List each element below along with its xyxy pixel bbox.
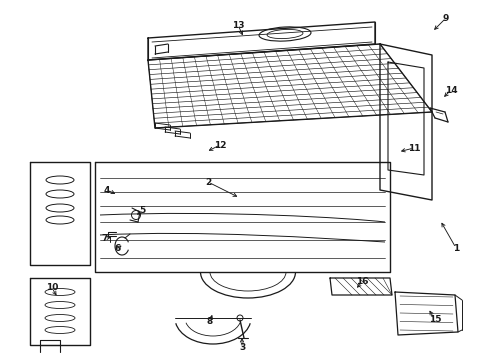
Text: 12: 12 <box>214 140 226 149</box>
Text: 2: 2 <box>205 177 211 186</box>
Text: 7: 7 <box>102 234 108 243</box>
Text: 10: 10 <box>46 284 58 292</box>
Text: 16: 16 <box>356 278 368 287</box>
Text: 4: 4 <box>104 185 110 194</box>
Text: 13: 13 <box>232 21 244 30</box>
Text: 5: 5 <box>139 206 145 215</box>
Text: 9: 9 <box>443 14 449 23</box>
Text: 6: 6 <box>115 243 121 252</box>
Text: 3: 3 <box>239 343 245 352</box>
Text: 11: 11 <box>408 144 420 153</box>
Text: 1: 1 <box>453 243 459 252</box>
Text: 14: 14 <box>445 86 457 95</box>
Text: 15: 15 <box>429 315 441 324</box>
Text: 8: 8 <box>207 318 213 327</box>
